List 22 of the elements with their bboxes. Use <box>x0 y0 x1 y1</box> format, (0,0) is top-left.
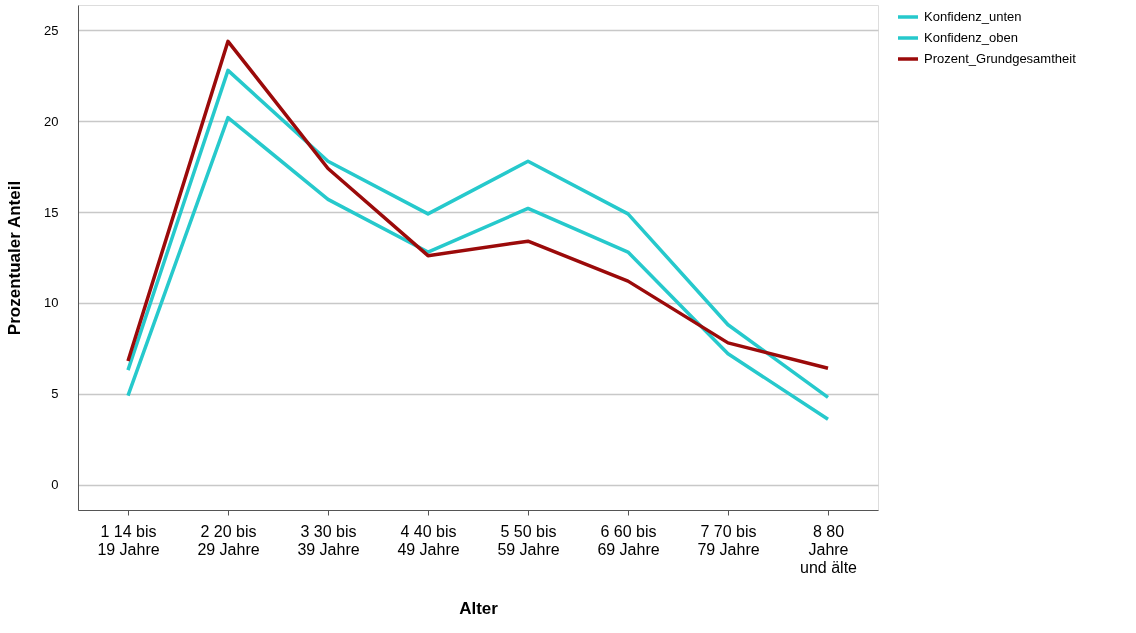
x-tick-label: 2 20 bis 29 Jahre <box>197 522 260 558</box>
x-axis-title: Alter <box>459 598 499 618</box>
y-tick-label: 15 <box>44 204 59 220</box>
x-tick-label: 8 80 Jahre und älte <box>800 522 858 576</box>
legend-label: Prozent_Grundgesamtheit <box>924 51 1077 66</box>
x-tick-label: 5 50 bis 59 Jahre <box>497 522 560 558</box>
line-series <box>126 115 830 421</box>
x-tick-label: 1 14 bis 19 Jahre <box>97 522 160 558</box>
y-tick-label: 5 <box>51 386 59 402</box>
y-tick-label: 0 <box>51 477 59 493</box>
x-tick-label: 3 30 bis 39 Jahre <box>297 522 360 558</box>
legend-label: Konfidenz_unten <box>924 9 1022 24</box>
x-tick-label: 6 60 bis 69 Jahre <box>597 522 660 558</box>
legend-label: Konfidenz_oben <box>924 30 1018 45</box>
x-tick-label: 4 40 bis 49 Jahre <box>397 522 460 558</box>
y-tick-label: 25 <box>44 22 59 38</box>
x-tick-label: 7 70 bis 79 Jahre <box>697 522 760 558</box>
y-tick-label: 20 <box>44 113 59 129</box>
y-axis-title: Prozentualer Anteil <box>5 180 25 336</box>
y-tick-label: 10 <box>44 295 59 311</box>
line-series <box>126 39 830 371</box>
line-series <box>126 68 830 400</box>
